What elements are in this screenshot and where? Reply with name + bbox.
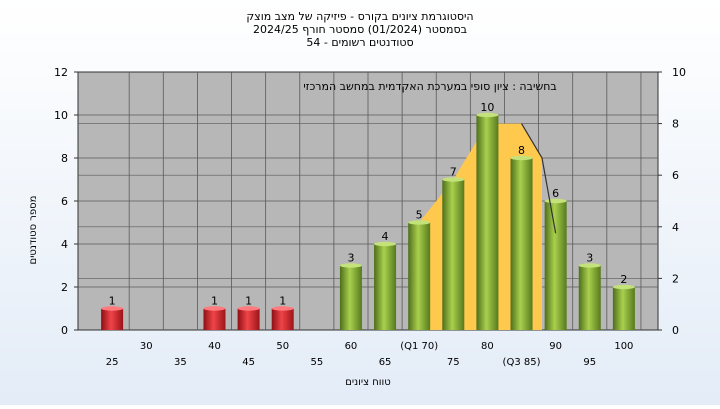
x-tick-label: 50 bbox=[276, 341, 289, 352]
y-tick-label: 10 bbox=[54, 109, 68, 122]
data-label-40: 1 bbox=[211, 295, 218, 308]
bar-cap-75 bbox=[442, 177, 465, 182]
bar-cap-70 bbox=[408, 220, 431, 225]
x-tick-label: (Q3 85) bbox=[503, 357, 541, 368]
bar-cap-85 bbox=[510, 155, 533, 161]
data-label-60: 3 bbox=[347, 252, 354, 265]
bar-85 bbox=[510, 158, 533, 330]
x-tick-label: 25 bbox=[106, 357, 119, 368]
x-tick-label: 100 bbox=[614, 341, 633, 352]
bar-65 bbox=[374, 244, 397, 330]
bar-50 bbox=[271, 308, 294, 330]
data-labels-layer: 1 1 1 1 3 4 5 7 10 8 6 3 2 bbox=[109, 101, 628, 308]
y-tick-label: 0 bbox=[61, 324, 68, 337]
y2-tick-label: 8 bbox=[672, 118, 679, 131]
x-tick-label: 55 bbox=[310, 357, 323, 368]
chart-title-line-2: בסמסטר (01/2024) סמסטר חורף 2024/25 bbox=[253, 23, 467, 36]
data-label-75: 7 bbox=[450, 166, 457, 179]
bar-45 bbox=[237, 308, 260, 330]
bar-cap-45 bbox=[237, 306, 260, 311]
data-label-70: 5 bbox=[416, 209, 423, 222]
y2-tick-label: 6 bbox=[672, 169, 679, 182]
data-label-85: 8 bbox=[518, 144, 525, 157]
y-tick-label: 4 bbox=[61, 238, 68, 251]
x-tick-label: 80 bbox=[481, 341, 494, 352]
bars-layer bbox=[101, 112, 635, 330]
data-label-100: 2 bbox=[620, 273, 627, 286]
y-tick-label: 6 bbox=[61, 195, 68, 208]
data-label-80: 10 bbox=[480, 101, 494, 114]
y2-tick-label: 0 bbox=[672, 324, 679, 337]
y-tick-label: 2 bbox=[61, 281, 68, 294]
x-tick-label: 35 bbox=[174, 357, 187, 368]
y2-tick-label: 2 bbox=[672, 272, 679, 285]
grid-lines bbox=[78, 72, 658, 330]
y-axis-title: מספר סטודנטים bbox=[28, 196, 39, 265]
x-tick-label: 65 bbox=[379, 357, 392, 368]
bar-cap-65 bbox=[374, 241, 397, 247]
data-label-45: 1 bbox=[245, 295, 252, 308]
x-tick-label: 40 bbox=[208, 341, 221, 352]
x-axis-title: טווח ציונים bbox=[345, 377, 390, 388]
trend-line bbox=[521, 123, 557, 234]
bar-70 bbox=[408, 222, 431, 330]
chart-title-line-3: סטודנטים רשומים - 54 bbox=[306, 36, 413, 49]
bar-95 bbox=[578, 265, 601, 330]
x-tick-label: 30 bbox=[140, 341, 153, 352]
x-tick-label: 75 bbox=[447, 357, 460, 368]
bar-cap-80 bbox=[476, 112, 499, 118]
bar-80 bbox=[476, 115, 499, 330]
chart-title-line-1: היסטוגרמת ציונים בקורס - פיזיקה של מצב מ… bbox=[246, 10, 473, 23]
bar-cap-100 bbox=[612, 284, 635, 290]
y-axis: 0 2 4 6 8 10 12 bbox=[54, 66, 78, 337]
y2-tick-label: 10 bbox=[672, 66, 686, 79]
bar-60 bbox=[339, 265, 362, 330]
bar-cap-50 bbox=[271, 306, 294, 311]
x-tick-label: 60 bbox=[345, 341, 358, 352]
bar-90 bbox=[544, 201, 567, 330]
bar-cap-25 bbox=[101, 306, 124, 311]
chart-annotation: בחשיבה : ציון סופי במערכת האקדמית במחשב … bbox=[303, 80, 557, 93]
x-tick-label: (Q1 70) bbox=[400, 341, 438, 352]
y2-tick-label: 4 bbox=[672, 221, 679, 234]
bar-cap-60 bbox=[339, 263, 362, 268]
y-tick-label: 12 bbox=[54, 66, 68, 79]
data-label-25: 1 bbox=[109, 295, 116, 308]
data-label-50: 1 bbox=[279, 295, 286, 308]
y-tick-label: 8 bbox=[61, 152, 68, 165]
x-axis: 25 30 35 40 45 50 55 60 65 (Q1 70) 75 80 (Q3 85) 90 95… bbox=[106, 341, 634, 368]
bar-25 bbox=[101, 308, 124, 330]
y2-axis: 0 2 4 6 8 10 bbox=[658, 66, 686, 337]
bar-cap-40 bbox=[203, 306, 226, 311]
data-label-90: 6 bbox=[552, 187, 559, 200]
x-tick-label: 45 bbox=[242, 357, 255, 368]
x-tick-label: 95 bbox=[583, 357, 596, 368]
data-label-95: 3 bbox=[586, 252, 593, 265]
bar-75 bbox=[442, 179, 465, 330]
trend-line-layer bbox=[521, 123, 557, 234]
bar-40 bbox=[203, 308, 226, 330]
bar-cap-95 bbox=[578, 263, 601, 268]
data-label-65: 4 bbox=[382, 230, 389, 243]
bar-100 bbox=[612, 287, 635, 330]
x-tick-label: 90 bbox=[549, 341, 562, 352]
